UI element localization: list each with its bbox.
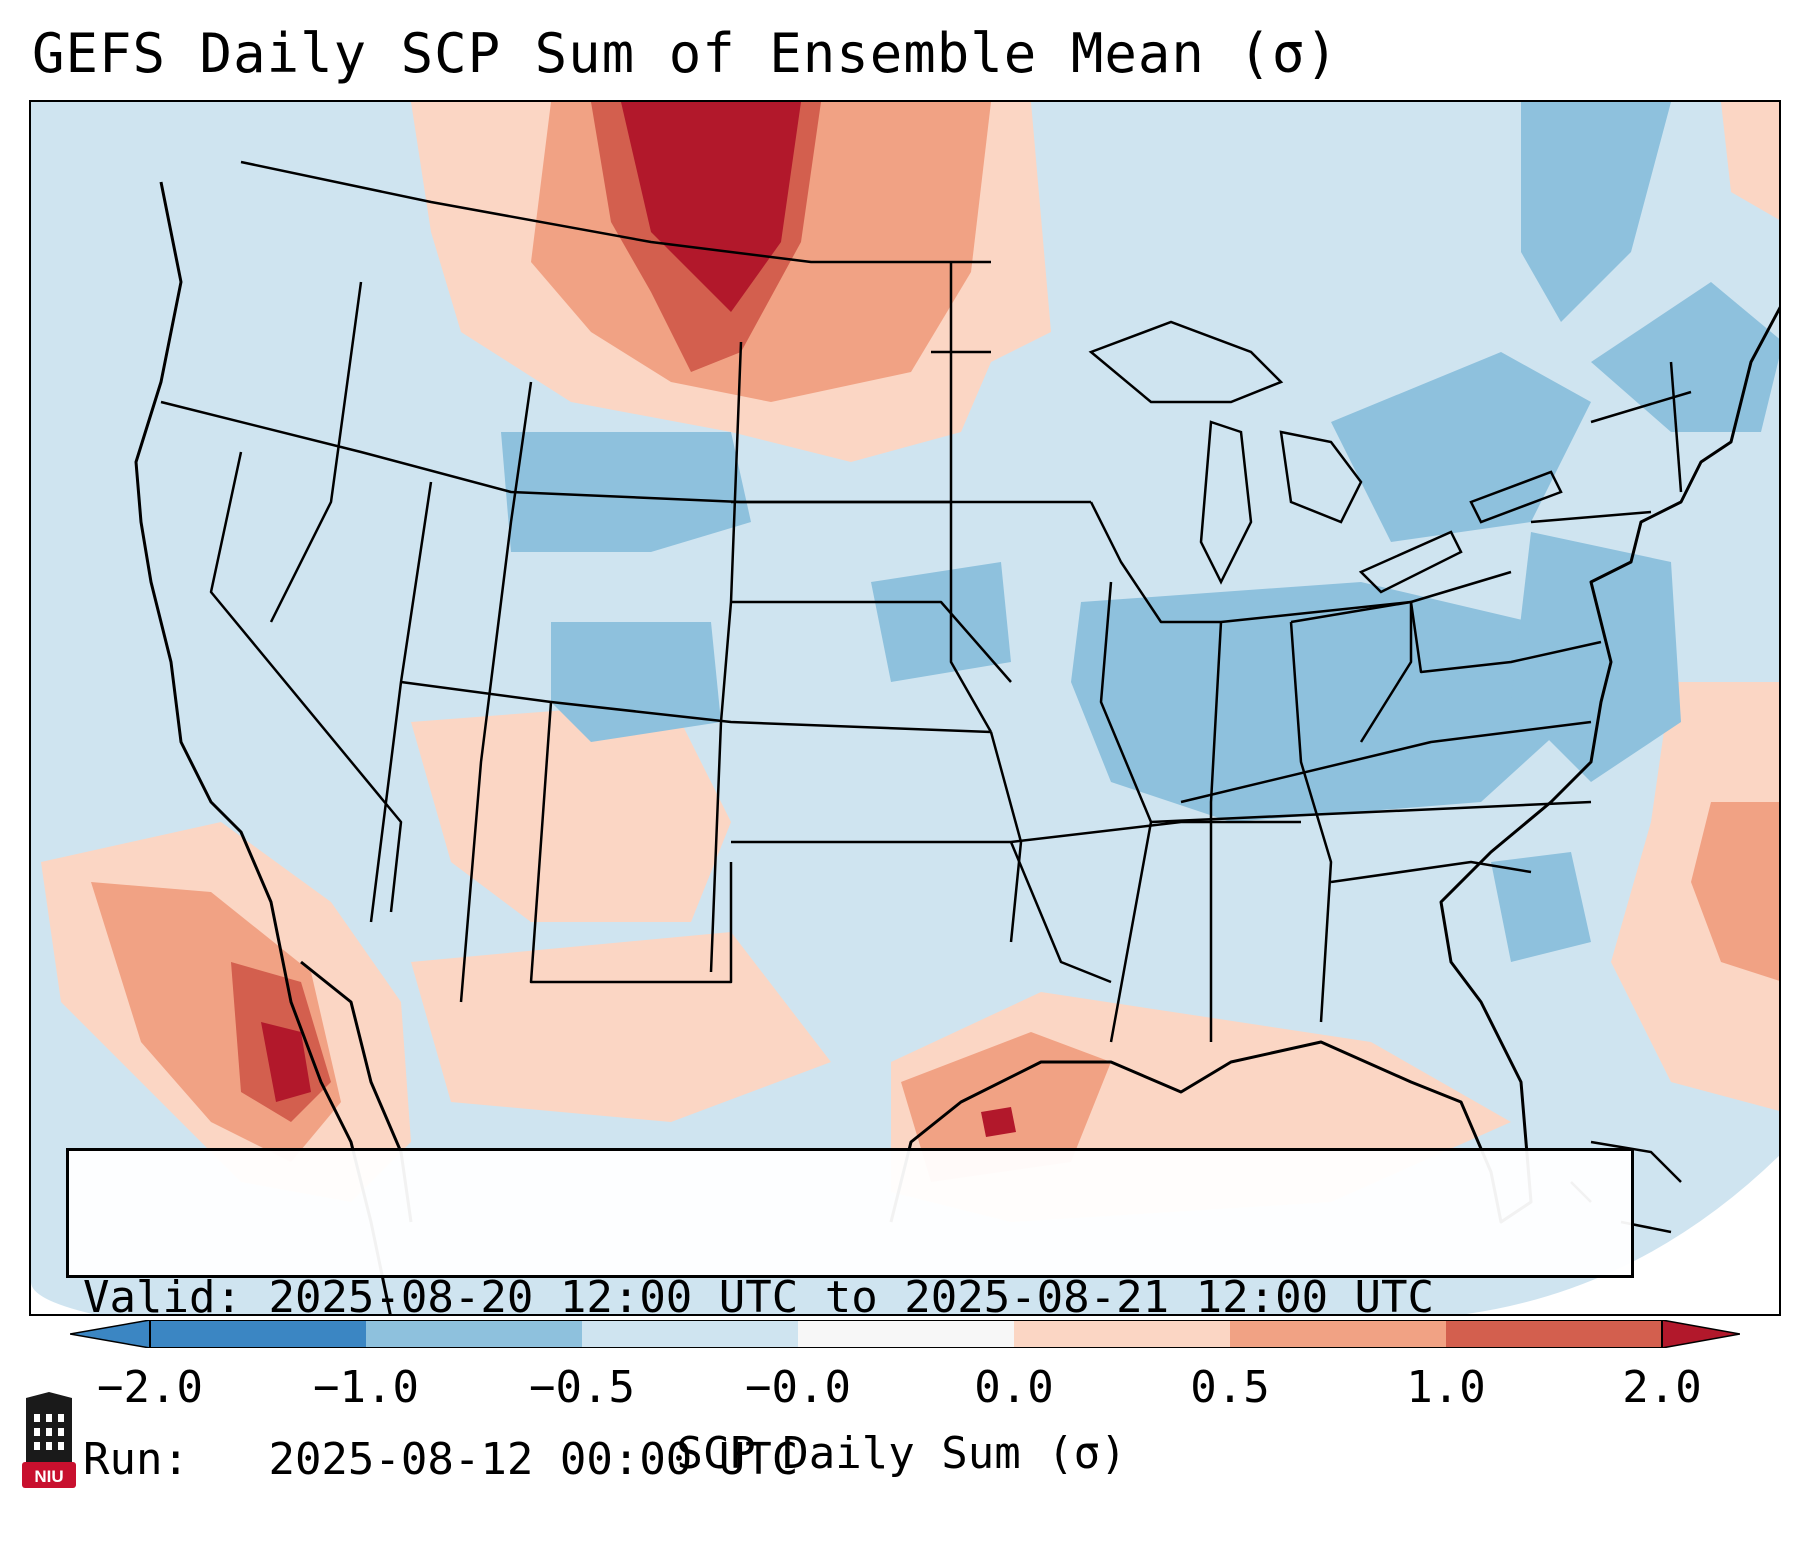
- colorbar-tick-label: −0.0: [745, 1362, 851, 1413]
- run-label: Run:: [83, 1434, 189, 1485]
- anomaly-area-gulf-coast-mid: [901, 1032, 1111, 1182]
- colorbar-bin-7: [1446, 1320, 1662, 1348]
- anomaly-area-atlantic-light: [1611, 682, 1779, 1111]
- colorbar-tick-label: −0.5: [529, 1362, 635, 1413]
- anomaly-area-wyoming: [501, 432, 751, 552]
- colorbar-tick-label: 1.0: [1406, 1362, 1486, 1413]
- anomaly-area-south-texas-light: [411, 932, 831, 1122]
- anomaly-area-southeast-patch: [1491, 852, 1591, 962]
- colorbar-tick-label: 0.0: [974, 1362, 1054, 1413]
- colorbar-label: SCP Daily Sum (σ): [676, 1428, 1127, 1479]
- anomaly-area-canada-east-2: [1591, 282, 1779, 432]
- chart-title: GEFS Daily SCP Sum of Ensemble Mean (σ): [32, 22, 1339, 85]
- colorbar-bin-5: [1014, 1320, 1230, 1348]
- valid-label: Valid:: [83, 1272, 242, 1323]
- colorbar: [70, 1320, 1740, 1348]
- great-lakes: [1088, 320, 1563, 594]
- logo-tower-shape: [26, 1392, 72, 1462]
- anomaly-area-nebraska: [871, 562, 1011, 682]
- anomaly-area-colorado: [551, 622, 721, 742]
- colorbar-tick-label: 2.0: [1622, 1362, 1702, 1413]
- anomaly-area-southwest-light: [411, 702, 731, 922]
- run-value: 2025-08-12 00:00 UTC: [268, 1434, 799, 1485]
- anomaly-area-ohio-valley: [1071, 582, 1591, 822]
- colorbar-outline: [149, 1320, 1663, 1348]
- anomaly-area-great-lakes-east: [1331, 352, 1591, 542]
- valid-info-box: Valid: 2025-08-20 12:00 UTC to 2025-08-2…: [66, 1148, 1634, 1485]
- anomaly-map: [31, 102, 1779, 1314]
- colorbar-extend-high: [1661, 1320, 1740, 1348]
- anomaly-area-atlantic-mid: [1691, 802, 1779, 981]
- logo-text: NIU: [34, 1467, 63, 1486]
- colorbar-bin-3: [582, 1320, 798, 1348]
- niu-logo: NIU: [22, 1392, 76, 1488]
- anomaly-area-canada-east: [1521, 102, 1671, 322]
- valid-row: Valid: 2025-08-20 12:00 UTC to 2025-08-2…: [83, 1271, 1617, 1325]
- colorbar-bin-4: [798, 1320, 1014, 1348]
- colorbar-tick-label: 0.5: [1190, 1362, 1270, 1413]
- anomaly-area-montana-peak: [621, 102, 801, 312]
- run-row: Run: 2025-08-12 00:00 UTC: [83, 1433, 1617, 1487]
- colorbar-tick-label: −2.0: [97, 1362, 203, 1413]
- anomaly-area-gulf-coast-peak: [981, 1107, 1016, 1137]
- colorbar-bin-6: [1230, 1320, 1446, 1348]
- state-borders: [160, 160, 1692, 1043]
- valid-value: 2025-08-20 12:00 UTC to 2025-08-21 12:00…: [268, 1272, 1435, 1323]
- colorbar-bin-1: [150, 1320, 366, 1348]
- anomaly-area-mid-atlantic: [1511, 532, 1681, 782]
- anomaly-area-gulf-california-peak: [261, 1022, 311, 1102]
- colorbar-tick-label: −1.0: [313, 1362, 419, 1413]
- colorbar-extend-low: [70, 1320, 151, 1348]
- colorbar-bin-2: [366, 1320, 582, 1348]
- map-panel: [29, 100, 1781, 1316]
- anomaly-area-northeast-corner: [1721, 102, 1779, 220]
